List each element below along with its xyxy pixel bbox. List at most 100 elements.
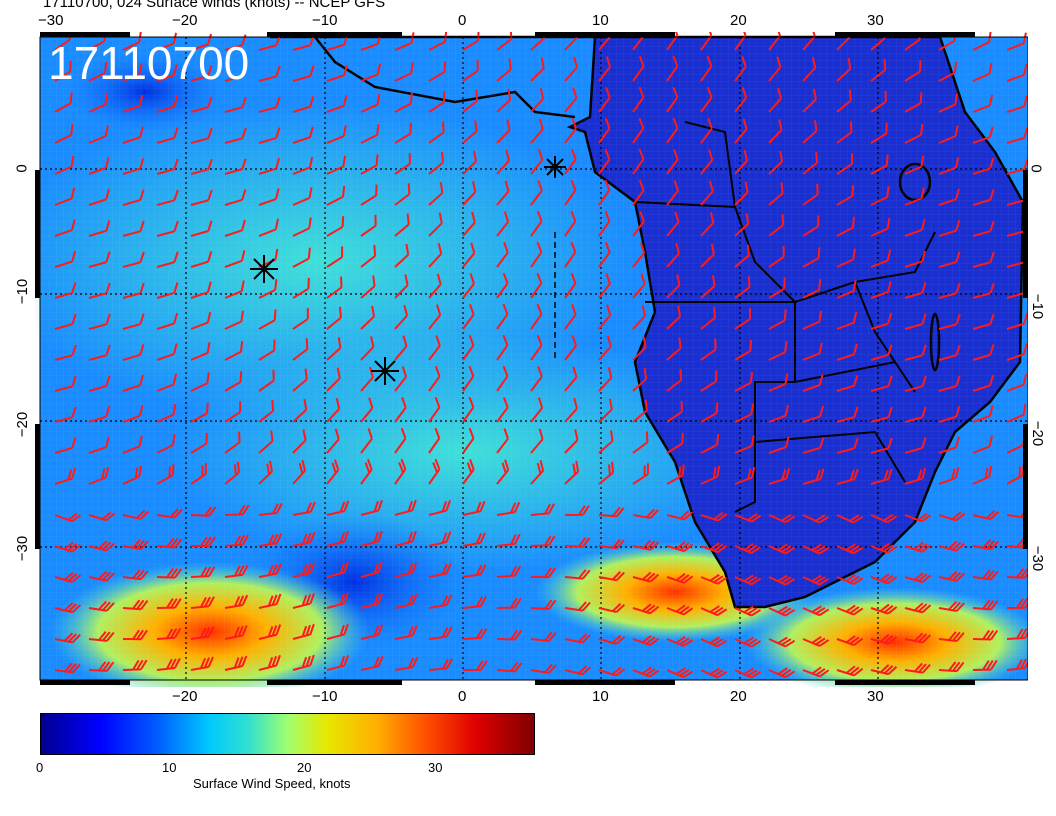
wind-barb (564, 335, 577, 361)
wind-barb (564, 601, 591, 612)
wind-barb (700, 55, 713, 82)
wind-barb (360, 530, 383, 547)
wind-barb (836, 514, 864, 524)
wind-barb (1006, 404, 1027, 423)
wind-barb (768, 513, 796, 524)
wind-barb (666, 211, 680, 237)
wind-barb (224, 189, 247, 206)
wind-barb (700, 511, 728, 522)
wind-barb (734, 435, 755, 454)
wind-barb (394, 625, 418, 640)
wind-barb (768, 404, 790, 423)
wind-barb (734, 87, 748, 113)
wind-barb (530, 459, 545, 485)
wind-barb (496, 565, 522, 578)
wind-barb (870, 312, 893, 330)
wind-barb (292, 593, 315, 609)
wind-barb (224, 250, 246, 268)
wind-barb (972, 629, 999, 641)
wind-barb (768, 467, 791, 485)
wind-barb (530, 272, 543, 299)
wind-barb (54, 124, 74, 144)
wind-barb (632, 635, 660, 646)
wind-barb (224, 534, 250, 547)
wind-barb (190, 536, 216, 547)
wind-barb (224, 461, 240, 485)
wind-barb (972, 220, 995, 237)
wind-barb (394, 593, 418, 609)
wind-barb (836, 343, 858, 361)
wind-barb (904, 375, 927, 392)
wind-barb (836, 280, 857, 299)
wind-barb (938, 61, 958, 82)
wind-barb (530, 303, 543, 330)
wind-barb (836, 153, 853, 175)
wind-barb (530, 149, 544, 175)
wind-barb (666, 464, 685, 485)
wind-barb (700, 370, 718, 392)
colorbar-title: Surface Wind Speed, knots (193, 776, 351, 791)
wind-barb (836, 468, 859, 485)
wind-barb (1006, 64, 1028, 82)
wind-barb (768, 245, 785, 268)
wind-barb (700, 32, 713, 51)
wind-barb (768, 309, 787, 330)
top-lon-tick: 0 (458, 12, 467, 29)
wind-barb (428, 531, 452, 547)
wind-barb (156, 95, 179, 113)
wind-barb (462, 211, 476, 237)
wind-barb (938, 251, 961, 268)
wind-barb (598, 430, 614, 454)
wind-barb (326, 500, 350, 516)
wind-barb (394, 397, 407, 423)
wind-barb (904, 406, 927, 423)
wind-barb (360, 154, 379, 175)
wind-barb (156, 220, 179, 237)
wind-barb (394, 427, 407, 454)
wind-barb (1006, 343, 1028, 361)
wind-barb (428, 500, 452, 516)
wind-barb (564, 56, 578, 82)
wind-barb (462, 564, 487, 578)
wind-barb (734, 339, 753, 361)
wind-barb (904, 155, 925, 175)
wind-barb (836, 121, 853, 144)
wind-barb (632, 148, 645, 175)
wind-barb (496, 396, 509, 423)
wind-barb (938, 631, 965, 643)
wind-barb (156, 312, 179, 330)
wind-barb (462, 90, 479, 113)
wind-barb (802, 342, 823, 361)
wind-barb (1006, 537, 1028, 549)
wind-barb (54, 602, 82, 614)
wind-barb (700, 667, 728, 679)
wind-barb (54, 187, 76, 206)
wind-barb (564, 397, 578, 423)
wind-barb (598, 603, 626, 614)
wind-barb (938, 313, 961, 330)
wind-barb (292, 277, 310, 299)
wind-barb (190, 402, 209, 423)
wind-barb (360, 624, 384, 640)
wind-barb (666, 400, 683, 423)
wind-barb (802, 32, 816, 51)
wind-barb (734, 667, 762, 679)
wind-barb (700, 118, 713, 144)
wind-barb (326, 95, 348, 113)
wind-barb (190, 656, 214, 671)
wind-barb (564, 179, 577, 206)
wind-barb (190, 566, 216, 578)
top-lon-tick: 10 (592, 12, 609, 29)
wind-barb (54, 572, 82, 583)
wind-barb (938, 601, 965, 612)
wind-barb (632, 55, 645, 82)
wind-barb (224, 219, 246, 237)
wind-barb (734, 466, 756, 485)
wind-barb (156, 657, 181, 671)
wind-barb (292, 247, 311, 268)
wind-barb (190, 33, 212, 51)
wind-barb (428, 273, 442, 299)
wind-barb (122, 599, 149, 611)
top-lon-tick: −20 (172, 12, 198, 29)
wind-barb (190, 251, 213, 268)
